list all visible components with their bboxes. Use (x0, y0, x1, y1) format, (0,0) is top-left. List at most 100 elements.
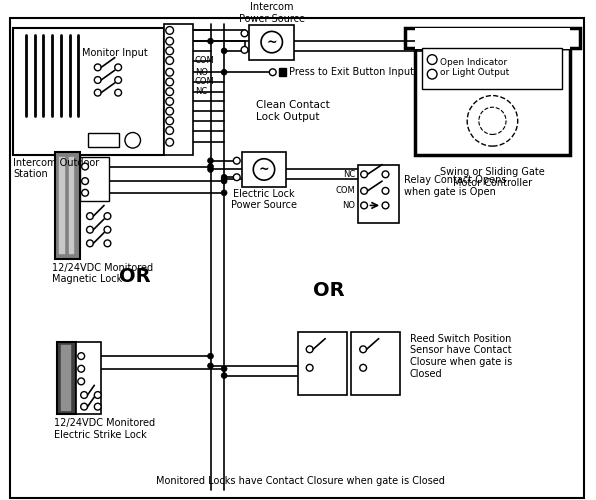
Circle shape (382, 171, 389, 177)
Text: Press to Exit Button Input: Press to Exit Button Input (289, 67, 414, 77)
Circle shape (221, 48, 227, 54)
Text: COM: COM (195, 78, 215, 86)
Circle shape (94, 89, 101, 96)
Circle shape (166, 98, 173, 106)
Text: Intercom
Power Source: Intercom Power Source (239, 2, 305, 24)
Circle shape (94, 64, 101, 71)
Circle shape (86, 226, 94, 233)
Circle shape (221, 70, 227, 75)
Circle shape (241, 46, 248, 54)
Text: 12/24VDC Monitored
Magnetic Lock: 12/24VDC Monitored Magnetic Lock (52, 263, 153, 284)
Text: COM: COM (336, 186, 355, 196)
Circle shape (104, 212, 111, 220)
Bar (249, 24, 294, 59)
Circle shape (166, 117, 173, 124)
Bar (358, 164, 399, 223)
Circle shape (166, 68, 173, 76)
Circle shape (78, 378, 85, 385)
Circle shape (207, 38, 213, 44)
Text: ~: ~ (259, 163, 269, 176)
Circle shape (221, 190, 227, 196)
Circle shape (221, 366, 227, 372)
Bar (76, 342, 101, 414)
Circle shape (234, 174, 240, 180)
Text: OR: OR (119, 267, 150, 286)
Circle shape (360, 364, 367, 371)
Circle shape (361, 202, 368, 209)
Circle shape (115, 64, 122, 71)
Circle shape (166, 26, 173, 34)
Bar (13, 28, 164, 155)
Bar (55, 152, 80, 259)
Circle shape (166, 126, 173, 134)
Text: NC: NC (343, 170, 355, 179)
Circle shape (94, 76, 101, 84)
Circle shape (166, 56, 173, 64)
Text: Reed Switch Position
Sensor have Contact
Closure when gate is
Closed: Reed Switch Position Sensor have Contact… (410, 334, 512, 378)
Circle shape (361, 171, 368, 177)
Circle shape (234, 158, 240, 164)
Text: Intercom Outdoor
Station: Intercom Outdoor Station (13, 158, 100, 180)
Text: ~: ~ (266, 36, 277, 49)
Bar (405, 28, 580, 48)
Bar (69, 157, 74, 254)
Circle shape (221, 176, 227, 182)
Bar (59, 157, 65, 254)
Text: Monitored Locks have Contact Closure when gate is Closed: Monitored Locks have Contact Closure whe… (156, 476, 445, 486)
Bar (241, 152, 286, 187)
Text: COM: COM (195, 56, 215, 65)
Circle shape (207, 158, 213, 164)
Circle shape (360, 346, 367, 352)
Bar (298, 332, 347, 395)
Circle shape (125, 132, 141, 148)
Bar (80, 157, 110, 200)
Circle shape (166, 138, 173, 146)
Circle shape (382, 202, 389, 209)
Circle shape (86, 240, 94, 246)
Circle shape (82, 163, 88, 170)
Bar (415, 28, 570, 49)
Text: Swing or Sliding Gate
Motor Controller: Swing or Sliding Gate Motor Controller (440, 166, 545, 188)
Circle shape (269, 69, 276, 75)
Text: NO: NO (342, 201, 355, 210)
Circle shape (306, 346, 313, 352)
Circle shape (166, 47, 173, 54)
Circle shape (207, 363, 213, 369)
Circle shape (94, 392, 101, 398)
Bar (278, 68, 286, 76)
Bar (88, 134, 119, 147)
Text: 12/24VDC Monitored
Electric Strike Lock: 12/24VDC Monitored Electric Strike Lock (54, 418, 155, 440)
Text: Monitor Input: Monitor Input (82, 48, 148, 58)
Circle shape (382, 188, 389, 194)
Text: Relay Contact Opens
when gate is Open: Relay Contact Opens when gate is Open (404, 175, 507, 197)
Circle shape (261, 32, 283, 53)
Bar (57, 342, 76, 414)
Circle shape (86, 212, 94, 220)
Circle shape (253, 159, 275, 180)
Text: Open Indicator
or Light Output: Open Indicator or Light Output (440, 58, 509, 77)
Text: OR: OR (313, 282, 345, 300)
Circle shape (80, 392, 88, 398)
Circle shape (78, 366, 85, 372)
Circle shape (82, 190, 88, 196)
Circle shape (80, 404, 88, 410)
Circle shape (207, 353, 213, 359)
Circle shape (207, 166, 213, 172)
Circle shape (361, 188, 368, 194)
Circle shape (115, 76, 122, 84)
Circle shape (104, 240, 111, 246)
Bar (415, 48, 570, 155)
Circle shape (427, 70, 437, 79)
Text: Electric Lock
Power Source: Electric Lock Power Source (231, 189, 297, 210)
Circle shape (221, 372, 227, 378)
Circle shape (82, 178, 88, 184)
Circle shape (221, 174, 227, 180)
Circle shape (221, 178, 227, 184)
Circle shape (166, 88, 173, 96)
Circle shape (207, 164, 213, 170)
Circle shape (104, 226, 111, 233)
Bar (423, 48, 563, 89)
Text: NC: NC (195, 87, 207, 96)
Text: NO: NO (195, 68, 208, 76)
Circle shape (78, 352, 85, 360)
